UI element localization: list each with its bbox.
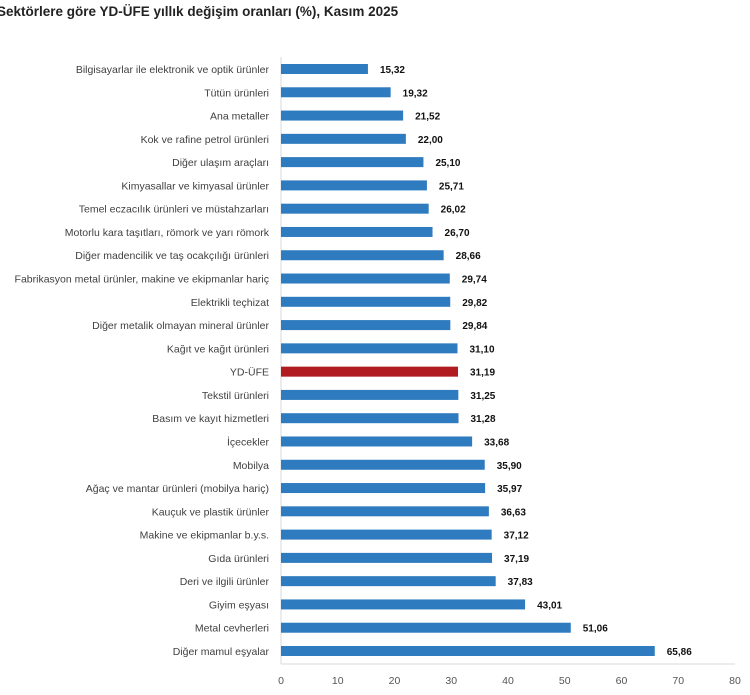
x-tick-label: 30	[445, 675, 457, 687]
bar	[281, 436, 473, 447]
bar	[281, 343, 458, 354]
category-label: Giyim eşyası	[209, 599, 269, 611]
bar	[281, 389, 459, 400]
bar	[281, 180, 427, 191]
bar	[281, 506, 489, 517]
category-label: Makine ve ekipmanlar b.y.s.	[140, 530, 269, 542]
bar	[281, 110, 404, 121]
category-label: Diğer metalik olmayan mineral ürünler	[92, 320, 269, 332]
x-tick-label: 0	[278, 675, 284, 687]
category-label: Tekstil ürünleri	[202, 390, 269, 402]
bar	[281, 622, 571, 633]
x-tick-label: 80	[729, 675, 741, 687]
category-label: Gıda ürünleri	[208, 553, 269, 565]
x-tick-label: 10	[332, 675, 344, 687]
bar	[281, 599, 526, 610]
category-label: İçecekler	[227, 435, 270, 448]
value-label: 35,97	[497, 484, 522, 495]
bar	[281, 273, 450, 284]
value-label: 36,63	[501, 507, 526, 518]
bar	[281, 250, 444, 261]
value-label: 25,10	[435, 158, 460, 169]
category-label: Temel eczacılık ürünleri ve müstahzarlar…	[79, 204, 269, 216]
x-tick-label: 40	[502, 675, 514, 687]
value-label: 29,84	[462, 321, 487, 332]
category-label: Basım ve kayıt hizmetleri	[152, 413, 269, 425]
value-label: 37,83	[508, 577, 533, 588]
category-label: Metal cevherleri	[195, 623, 269, 635]
category-label: Kağıt ve kağıt ürünleri	[167, 343, 269, 355]
bar	[281, 366, 459, 377]
category-label: Fabrikasyon metal ürünler, makine ve eki…	[15, 274, 269, 286]
bar	[281, 459, 485, 470]
value-label: 26,02	[441, 205, 466, 216]
category-label: Diğer madencilik ve taş ocakçılığı ürünl…	[75, 250, 269, 262]
bar	[281, 646, 655, 656]
category-label: Deri ve ilgili ürünler	[180, 576, 270, 588]
bar	[281, 157, 424, 168]
bar	[281, 203, 429, 214]
value-label: 28,66	[456, 251, 481, 262]
category-label: Elektrikli teçhizat	[191, 297, 269, 309]
value-label: 26,70	[445, 228, 470, 239]
category-label: Tütün ürünleri	[204, 87, 269, 99]
value-label: 31,28	[471, 414, 496, 425]
category-label: Mobilya	[233, 460, 269, 472]
value-label: 37,12	[504, 531, 529, 542]
category-label: Ana metaller	[210, 111, 269, 123]
bar	[281, 87, 391, 98]
value-label: 35,90	[497, 461, 522, 472]
category-label: Diğer mamul eşyalar	[173, 646, 270, 658]
bar	[281, 483, 486, 494]
value-label: 37,19	[504, 554, 529, 565]
chart-title: Sektörlere göre YD-ÜFE yıllık değişim or…	[0, 4, 399, 19]
value-label: 19,32	[403, 88, 428, 99]
x-tick-label: 20	[389, 675, 401, 687]
bar	[281, 576, 496, 587]
x-tick-label: 70	[672, 675, 684, 687]
category-label: Kauçuk ve plastik ürünler	[152, 506, 270, 518]
value-label: 22,00	[418, 135, 443, 146]
bar	[281, 413, 459, 424]
category-label: Kimyasallar ve kimyasal ürünler	[121, 180, 269, 192]
bar	[281, 133, 406, 144]
value-label: 25,71	[439, 181, 464, 192]
value-label: 29,82	[462, 298, 487, 309]
category-label: Kok ve rafine petrol ürünleri	[141, 134, 269, 146]
value-label: 65,86	[667, 647, 692, 658]
category-label: Bilgisayarlar ile elektronik ve optik ür…	[76, 64, 270, 76]
value-label: 43,01	[537, 600, 562, 611]
value-label: 33,68	[484, 437, 509, 448]
category-label: YD-ÜFE	[230, 367, 269, 379]
value-label: 31,25	[470, 391, 495, 402]
category-label: Ağaç ve mantar ürünleri (mobilya hariç)	[86, 483, 269, 495]
value-label: 31,10	[469, 344, 494, 355]
bar	[281, 529, 492, 540]
category-label: Diğer ulaşım araçları	[172, 157, 269, 169]
value-label: 21,52	[415, 112, 440, 123]
bar	[281, 226, 433, 237]
bar	[281, 552, 493, 563]
value-label: 29,74	[462, 275, 487, 286]
bar	[281, 320, 451, 331]
x-tick-label: 60	[616, 675, 628, 687]
value-label: 51,06	[583, 624, 608, 635]
bar	[281, 64, 368, 74]
value-label: 15,32	[380, 65, 405, 76]
category-label: Motorlu kara taşıtları, römork ve yarı r…	[65, 227, 270, 239]
x-tick-label: 50	[559, 675, 571, 687]
value-label: 31,19	[470, 368, 495, 379]
bar	[281, 296, 451, 307]
